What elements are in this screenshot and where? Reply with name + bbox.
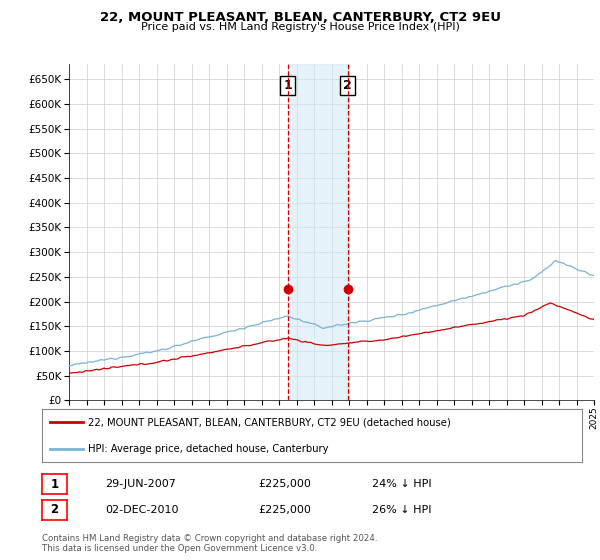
Text: This data is licensed under the Open Government Licence v3.0.: This data is licensed under the Open Gov… <box>42 544 317 553</box>
Text: Price paid vs. HM Land Registry's House Price Index (HPI): Price paid vs. HM Land Registry's House … <box>140 22 460 32</box>
Text: 2: 2 <box>50 503 59 516</box>
Text: 22, MOUNT PLEASANT, BLEAN, CANTERBURY, CT2 9EU (detached house): 22, MOUNT PLEASANT, BLEAN, CANTERBURY, C… <box>88 417 451 427</box>
Bar <box>287 64 347 400</box>
Text: 26% ↓ HPI: 26% ↓ HPI <box>372 505 431 515</box>
Text: 1: 1 <box>50 478 59 491</box>
Text: 2: 2 <box>343 79 352 92</box>
Text: 29-JUN-2007: 29-JUN-2007 <box>105 479 176 489</box>
Text: 02-DEC-2010: 02-DEC-2010 <box>105 505 179 515</box>
Text: HPI: Average price, detached house, Canterbury: HPI: Average price, detached house, Cant… <box>88 444 328 454</box>
Text: 1: 1 <box>283 79 292 92</box>
Text: Contains HM Land Registry data © Crown copyright and database right 2024.: Contains HM Land Registry data © Crown c… <box>42 534 377 543</box>
Text: 24% ↓ HPI: 24% ↓ HPI <box>372 479 431 489</box>
Text: £225,000: £225,000 <box>258 479 311 489</box>
Text: £225,000: £225,000 <box>258 505 311 515</box>
Text: 22, MOUNT PLEASANT, BLEAN, CANTERBURY, CT2 9EU: 22, MOUNT PLEASANT, BLEAN, CANTERBURY, C… <box>100 11 500 24</box>
